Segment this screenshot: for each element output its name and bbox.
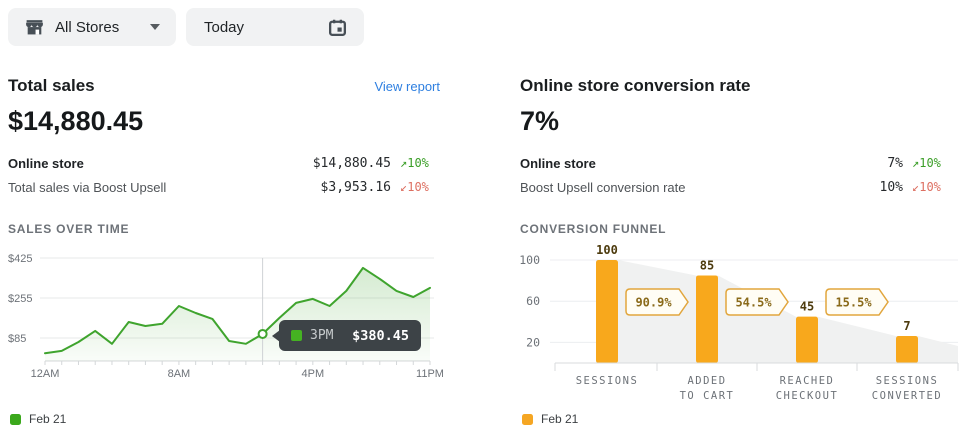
conversion-rate-header: Online store conversion rate	[520, 76, 955, 96]
sales-line	[44, 266, 431, 355]
svg-text:CONVERTED: CONVERTED	[872, 390, 942, 402]
section-title-conversion-funnel: CONVERSION FUNNEL	[520, 222, 667, 236]
store-selector-label: All Stores	[55, 18, 120, 36]
toolbar: All Stores Today	[8, 8, 364, 46]
total-sales-value: $14,880.45	[8, 106, 144, 136]
legend-label: Feb 21	[29, 412, 67, 426]
legend-sales: Feb 21	[10, 412, 66, 426]
svg-text:100: 100	[519, 253, 540, 267]
funnel-bar[interactable]	[696, 275, 718, 363]
svg-text:$425: $425	[8, 253, 32, 265]
step-percentage-badge	[725, 288, 789, 316]
metric-row-online-store-rate: Online store 7% ↗10%	[520, 153, 956, 173]
svg-text:4PM: 4PM	[302, 368, 325, 380]
metric-row-boost-upsell-sales: Total sales via Boost Upsell $3,953.16 ↙…	[8, 177, 444, 197]
view-report-link[interactable]: View report	[374, 79, 440, 94]
svg-text:CHECKOUT: CHECKOUT	[776, 390, 839, 402]
funnel-bar[interactable]	[796, 316, 818, 363]
metric-value: 7%	[887, 155, 903, 171]
svg-text:TO CART: TO CART	[680, 390, 735, 402]
metric-label: Online store	[520, 155, 596, 171]
metric-row-boost-upsell-rate: Boost Upsell conversion rate 10% ↙10%	[520, 177, 956, 197]
svg-text:20: 20	[526, 335, 540, 349]
date-range-selector[interactable]: Today	[186, 8, 364, 46]
hover-marker	[257, 328, 268, 339]
tooltip-time: 3PM	[310, 328, 334, 343]
total-sales-header: Total sales View report	[8, 76, 440, 96]
conversion-funnel-chart[interactable]: 100 60 20 100 85 45 7 90.9% 54.5% 15.5% SESSIONS AD…	[500, 243, 960, 407]
svg-text:85: 85	[700, 258, 714, 272]
svg-text:7: 7	[903, 319, 910, 333]
svg-text:12AM: 12AM	[31, 368, 60, 380]
metric-row-online-store-sales: Online store $14,880.45 ↗10%	[8, 153, 444, 173]
legend-swatch-icon	[10, 413, 21, 425]
sales-over-time-chart[interactable]: $425 $255 $85 12AM 8AM 4PM 11PM 3PM $380.45	[0, 250, 450, 390]
svg-text:ADDED: ADDED	[687, 375, 726, 387]
svg-text:15.5%: 15.5%	[835, 296, 872, 310]
panel-title-total-sales: Total sales	[8, 76, 95, 95]
delta-badge: ↙10%	[400, 180, 429, 194]
metric-label: Total sales via Boost Upsell	[8, 179, 167, 195]
metric-value: $14,880.45	[312, 155, 391, 171]
legend-funnel: Feb 21	[522, 412, 578, 426]
svg-text:SESSIONS: SESSIONS	[876, 375, 939, 387]
series-swatch-icon	[291, 330, 302, 341]
svg-text:90.9%: 90.9%	[635, 296, 672, 310]
svg-text:$255: $255	[8, 293, 32, 305]
store-icon	[24, 17, 45, 38]
date-range-label: Today	[204, 18, 245, 36]
delta-badge: ↗10%	[912, 156, 941, 170]
chevron-down-icon	[150, 24, 160, 30]
svg-text:100: 100	[596, 243, 618, 257]
svg-text:REACHED: REACHED	[780, 375, 835, 387]
svg-text:8AM: 8AM	[168, 368, 191, 380]
section-title-sales-over-time: SALES OVER TIME	[8, 222, 130, 236]
funnel-bar[interactable]	[896, 336, 918, 363]
delta-badge: ↗10%	[400, 156, 429, 170]
svg-text:60: 60	[526, 294, 540, 308]
step-percentage-badge	[625, 288, 689, 316]
metric-value: $3,953.16	[320, 179, 391, 195]
conversion-rate-value: 7%	[520, 106, 560, 136]
legend-swatch-icon	[522, 413, 533, 425]
metric-label: Boost Upsell conversion rate	[520, 179, 686, 195]
calendar-icon	[327, 17, 348, 38]
metric-value: 10%	[879, 179, 903, 195]
chart-tooltip: 3PM $380.45	[272, 320, 421, 351]
svg-text:54.5%: 54.5%	[735, 296, 772, 310]
funnel-bar[interactable]	[596, 260, 618, 363]
tooltip-value: $380.45	[352, 327, 409, 344]
delta-badge: ↙10%	[912, 180, 941, 194]
store-selector[interactable]: All Stores	[8, 8, 176, 46]
metric-label: Online store	[8, 155, 84, 171]
funnel-svg: 100 60 20 100 85 45 7 90.9% 54.5% 15.5% SESSIONS AD…	[519, 243, 959, 402]
panel-title-conversion-rate: Online store conversion rate	[520, 76, 751, 95]
svg-text:SESSIONS: SESSIONS	[576, 375, 639, 387]
legend-label: Feb 21	[541, 412, 579, 426]
svg-text:$85: $85	[8, 333, 26, 345]
svg-text:45: 45	[800, 300, 814, 314]
svg-text:11PM: 11PM	[416, 368, 444, 380]
step-percentage-badge	[825, 288, 889, 316]
